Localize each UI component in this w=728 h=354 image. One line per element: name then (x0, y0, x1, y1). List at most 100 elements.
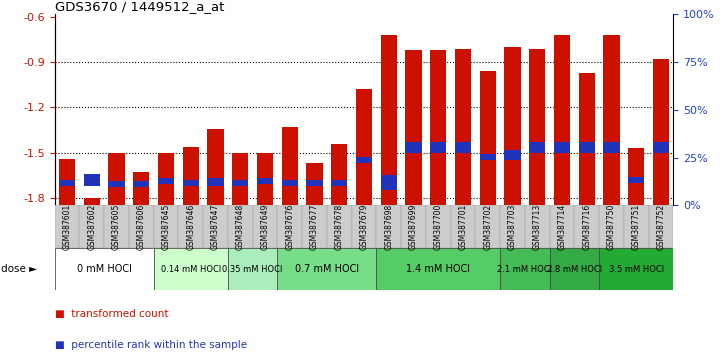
Bar (653, 142, 669, 153)
Bar (55, 248, 154, 290)
Bar (451, 205, 475, 248)
Bar (253, 205, 277, 248)
Text: GSM387752: GSM387752 (657, 204, 665, 250)
Bar (505, 150, 521, 160)
Bar (228, 205, 253, 248)
Text: GSM387678: GSM387678 (335, 204, 344, 250)
Bar (79, 205, 104, 248)
Bar (579, 142, 595, 153)
Bar (653, 59, 669, 205)
Bar (282, 180, 298, 186)
Text: 0.35 mM HOCl: 0.35 mM HOCl (223, 264, 282, 274)
Text: ■  percentile rank within the sample: ■ percentile rank within the sample (55, 341, 247, 350)
Bar (331, 144, 347, 205)
Bar (277, 248, 376, 290)
Text: GSM387647: GSM387647 (211, 203, 220, 250)
Text: ■  transformed count: ■ transformed count (55, 309, 168, 319)
Bar (599, 205, 624, 248)
Text: 0.14 mM HOCl: 0.14 mM HOCl (161, 264, 221, 274)
Bar (327, 205, 352, 248)
Bar (277, 205, 302, 248)
Text: GSM387701: GSM387701 (459, 204, 467, 250)
Bar (154, 205, 178, 248)
Text: GSM387699: GSM387699 (409, 203, 418, 250)
Bar (475, 205, 500, 248)
Bar (480, 154, 496, 160)
Bar (306, 180, 323, 186)
Text: GSM387649: GSM387649 (261, 203, 269, 250)
Text: GSM387750: GSM387750 (607, 203, 616, 250)
Bar (356, 90, 372, 205)
Text: GSM387677: GSM387677 (310, 203, 319, 250)
Text: GSM387648: GSM387648 (236, 204, 245, 250)
Bar (178, 205, 203, 248)
Bar (554, 142, 570, 153)
Text: GSM387713: GSM387713 (533, 204, 542, 250)
Bar (604, 142, 620, 153)
Text: GSM387606: GSM387606 (137, 203, 146, 250)
Bar (505, 47, 521, 205)
Text: GSM387702: GSM387702 (483, 204, 492, 250)
Bar (554, 35, 570, 205)
Text: 1.4 mM HOCl: 1.4 mM HOCl (406, 264, 470, 274)
Bar (455, 49, 471, 205)
Bar (108, 153, 124, 205)
Bar (430, 142, 446, 153)
Bar (356, 157, 372, 163)
Bar (331, 180, 347, 186)
Text: GSM387645: GSM387645 (162, 203, 170, 250)
Bar (207, 129, 223, 205)
Bar (550, 205, 574, 248)
Bar (55, 205, 79, 248)
Bar (430, 50, 446, 205)
Text: GSM387714: GSM387714 (558, 204, 566, 250)
Bar (426, 205, 451, 248)
Bar (500, 248, 550, 290)
Text: 0 mM HOCl: 0 mM HOCl (76, 264, 132, 274)
Bar (628, 148, 644, 205)
Bar (257, 178, 273, 184)
Bar (104, 205, 129, 248)
Text: 2.8 mM HOCl: 2.8 mM HOCl (547, 264, 602, 274)
Text: dose ►: dose ► (1, 264, 38, 274)
Bar (579, 73, 595, 205)
Bar (376, 248, 500, 290)
Text: GSM387602: GSM387602 (87, 204, 96, 250)
Bar (154, 248, 228, 290)
Text: GSM387676: GSM387676 (285, 203, 294, 250)
Text: GSM387679: GSM387679 (360, 203, 368, 250)
Bar (480, 72, 496, 205)
Bar (133, 172, 149, 205)
Bar (500, 205, 525, 248)
Bar (574, 205, 599, 248)
Text: GDS3670 / 1449512_a_at: GDS3670 / 1449512_a_at (55, 0, 224, 13)
Bar (282, 127, 298, 205)
Bar (550, 248, 599, 290)
Text: GSM387703: GSM387703 (508, 203, 517, 250)
Text: GSM387716: GSM387716 (582, 204, 591, 250)
Bar (228, 248, 277, 290)
Text: GSM387646: GSM387646 (186, 203, 195, 250)
Bar (381, 35, 397, 205)
Bar (207, 178, 223, 186)
Bar (232, 153, 248, 205)
Bar (628, 177, 644, 183)
Bar (133, 181, 149, 187)
Text: GSM387698: GSM387698 (384, 204, 393, 250)
Bar (84, 174, 100, 186)
Text: 2.1 mM HOCl: 2.1 mM HOCl (497, 264, 553, 274)
Bar (529, 142, 545, 153)
Bar (158, 178, 174, 184)
Bar (108, 181, 124, 187)
Bar (59, 180, 75, 186)
Bar (183, 180, 199, 186)
Bar (376, 205, 401, 248)
Bar (84, 198, 100, 205)
Text: GSM387751: GSM387751 (632, 204, 641, 250)
Bar (381, 175, 397, 190)
Bar (352, 205, 376, 248)
Bar (529, 49, 545, 205)
Bar (405, 142, 422, 153)
Bar (302, 205, 327, 248)
Bar (455, 142, 471, 153)
